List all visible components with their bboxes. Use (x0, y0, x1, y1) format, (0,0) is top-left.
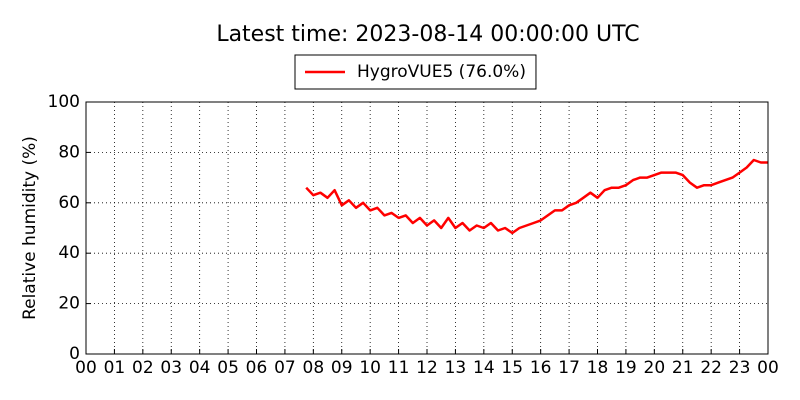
y-axis-label: Relative humidity (%) (20, 136, 40, 320)
x-tick-label: 20 (644, 358, 666, 378)
y-tick-label: 60 (58, 193, 80, 213)
x-tick-label: 17 (558, 358, 580, 378)
x-tick-label: 00 (757, 358, 779, 378)
x-tick-label: 12 (416, 358, 438, 378)
x-tick-label: 16 (530, 358, 552, 378)
y-tick-label: 80 (58, 142, 80, 162)
x-tick-label: 14 (473, 358, 495, 378)
x-tick-label: 22 (700, 358, 722, 378)
x-tick-label: 00 (75, 358, 97, 378)
x-tick-label: 04 (189, 358, 211, 378)
x-tick-label: 07 (274, 358, 296, 378)
x-tick-label: 01 (104, 358, 126, 378)
y-tick-label: 20 (58, 294, 80, 314)
data-line (305, 158, 768, 235)
x-tick-label: 21 (672, 358, 694, 378)
y-tick-label: 40 (58, 243, 80, 263)
x-tick-label: 06 (246, 358, 268, 378)
x-tick-label: 10 (359, 358, 381, 378)
x-tick-label: 05 (217, 358, 239, 378)
x-tick-label: 09 (331, 358, 353, 378)
legend-label: HygroVUE5 (76.0%) (357, 62, 526, 82)
x-tick-label: 23 (729, 358, 751, 378)
x-tick-label: 02 (132, 358, 154, 378)
x-tick-label: 19 (615, 358, 637, 378)
x-tick-label: 08 (303, 358, 325, 378)
chart-title: Latest time: 2023-08-14 00:00:00 UTC (216, 22, 639, 47)
plot-frame (85, 101, 769, 355)
x-tick-label: 18 (587, 358, 609, 378)
y-tick-label: 0 (69, 344, 80, 364)
y-tick-label: 100 (48, 92, 80, 112)
x-tick-label: 15 (501, 358, 523, 378)
x-tick-label: 13 (445, 358, 467, 378)
x-tick-label: 11 (388, 358, 410, 378)
x-tick-label: 03 (160, 358, 182, 378)
legend-box (294, 54, 537, 90)
